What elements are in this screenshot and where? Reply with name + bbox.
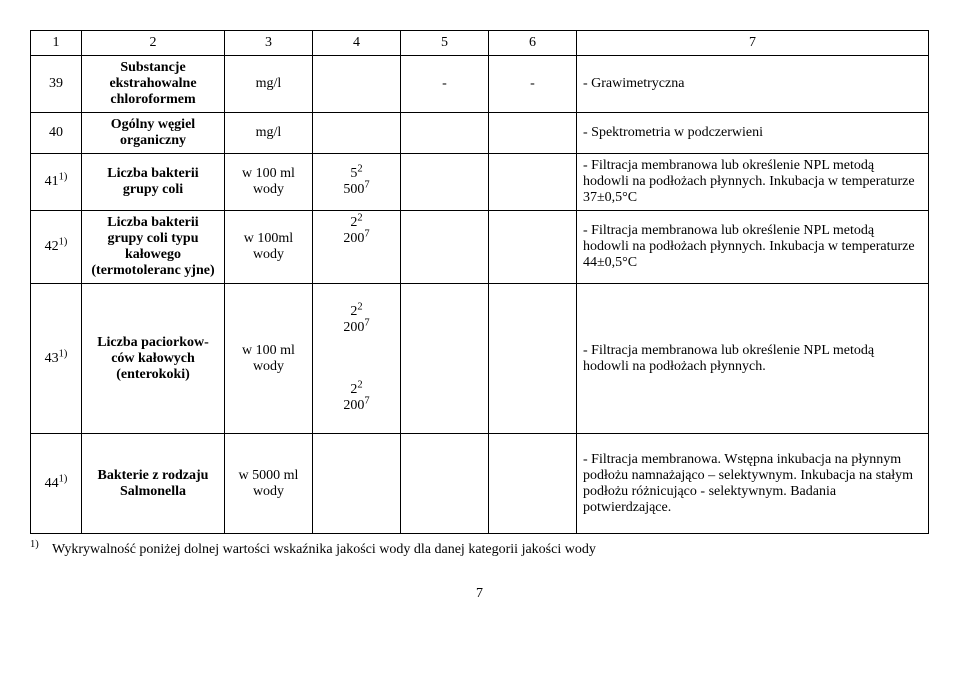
page-number: 7	[30, 586, 929, 602]
row-name: Ogólny węgiel organiczny	[82, 113, 225, 154]
val-block-a: 22 2007	[313, 300, 400, 344]
row-name: Liczba bakterii grupy coli typu kałowego…	[82, 211, 225, 284]
row-unit: mg/l	[225, 56, 313, 113]
idx-sup: 1)	[59, 473, 68, 484]
row-c4	[313, 56, 401, 113]
hdr-2: 2	[82, 31, 225, 56]
idx-num: 43	[45, 351, 59, 366]
idx-num: 44	[45, 476, 59, 491]
idx-sup: 1)	[59, 236, 68, 247]
row-c5	[401, 284, 489, 434]
table-row: 39 Substancje ekstrahowalne chloroformem…	[31, 56, 929, 113]
hdr-6: 6	[489, 31, 577, 56]
row-c6: -	[489, 56, 577, 113]
row-method: - Filtracja membranowa. Wstępna inkubacj…	[577, 434, 929, 534]
val-sup: 7	[364, 317, 369, 328]
row-c5	[401, 434, 489, 534]
row-c4: 22 2007	[313, 211, 401, 284]
row-method: - Grawimetryczna	[577, 56, 929, 113]
row-c5	[401, 113, 489, 154]
row-name: Bakterie z rodzaju Salmonella	[82, 434, 225, 534]
row-idx: 411)	[31, 154, 82, 211]
row-method: - Filtracja membranowa lub określenie NP…	[577, 154, 929, 211]
val: 200	[343, 398, 364, 413]
val: 500	[343, 182, 364, 197]
table-header-row: 1 2 3 4 5 6 7	[31, 31, 929, 56]
row-c6	[489, 154, 577, 211]
val-sup: 2	[357, 301, 362, 312]
row-name: Liczba paciorkow-ców kałowych (enterokok…	[82, 284, 225, 434]
row-unit: w 100 ml wody	[225, 284, 313, 434]
row-unit: w 100ml wody	[225, 211, 313, 284]
val-sup: 7	[364, 179, 369, 190]
val-block-b: 22 2007	[313, 374, 400, 418]
row-c4	[313, 434, 401, 534]
table-row: 40 Ogólny węgiel organiczny mg/l - Spekt…	[31, 113, 929, 154]
hdr-1: 1	[31, 31, 82, 56]
footnote: 1) Wykrywalność poniżej dolnej wartości …	[30, 542, 929, 558]
val: 200	[343, 320, 364, 335]
row-c6	[489, 434, 577, 534]
hdr-3: 3	[225, 31, 313, 56]
row-method: - Filtracja membranowa lub określenie NP…	[577, 211, 929, 284]
row-idx: 39	[31, 56, 82, 113]
row-method: - Spektrometria w podczerwieni	[577, 113, 929, 154]
table-row: 421) Liczba bakterii grupy coli typu kał…	[31, 211, 929, 284]
row-c6	[489, 211, 577, 284]
footnote-text: Wykrywalność poniżej dolnej wartości wsk…	[52, 542, 596, 557]
hdr-4: 4	[313, 31, 401, 56]
row-unit: mg/l	[225, 113, 313, 154]
row-unit: w 100 ml wody	[225, 154, 313, 211]
val-sup: 2	[357, 163, 362, 174]
table-row: 431) Liczba paciorkow-ców kałowych (ente…	[31, 284, 929, 434]
val-sup: 2	[357, 379, 362, 390]
row-c4: 52 5007	[313, 154, 401, 211]
row-c5: -	[401, 56, 489, 113]
idx-num: 42	[45, 239, 59, 254]
hdr-7: 7	[577, 31, 929, 56]
row-idx: 431)	[31, 284, 82, 434]
spacer	[313, 344, 400, 374]
row-name: Liczba bakterii grupy coli	[82, 154, 225, 211]
row-name: Substancje ekstrahowalne chloroformem	[82, 56, 225, 113]
row-unit: w 5000 ml wody	[225, 434, 313, 534]
val-sup: 2	[357, 212, 362, 223]
row-idx: 40	[31, 113, 82, 154]
val-sup: 7	[364, 228, 369, 239]
row-c5	[401, 211, 489, 284]
idx-sup: 1)	[59, 171, 68, 182]
table-row: 411) Liczba bakterii grupy coli w 100 ml…	[31, 154, 929, 211]
val-sup: 7	[364, 395, 369, 406]
table-row: 441) Bakterie z rodzaju Salmonella w 500…	[31, 434, 929, 534]
row-idx: 441)	[31, 434, 82, 534]
val: 200	[343, 231, 364, 246]
row-c6	[489, 284, 577, 434]
row-c5	[401, 154, 489, 211]
row-method: - Filtracja membranowa lub określenie NP…	[577, 284, 929, 434]
row-c6	[489, 113, 577, 154]
idx-sup: 1)	[59, 348, 68, 359]
footnote-marker: 1)	[30, 539, 39, 550]
data-table: 1 2 3 4 5 6 7 39 Substancje ekstrahowaln…	[30, 30, 929, 534]
idx-num: 41	[45, 174, 59, 189]
hdr-5: 5	[401, 31, 489, 56]
row-c4	[313, 113, 401, 154]
row-c4: 22 2007 22 2007	[313, 284, 401, 434]
row-idx: 421)	[31, 211, 82, 284]
